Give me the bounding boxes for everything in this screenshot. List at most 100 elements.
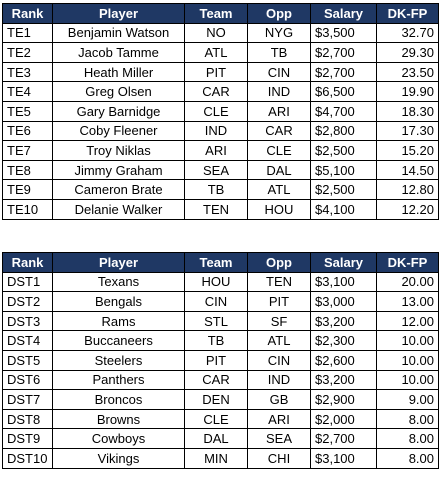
opp-cell: CHI xyxy=(247,447,311,469)
header-player: Player xyxy=(52,3,185,24)
header-rank: Rank xyxy=(2,3,53,24)
table-row: TE7 Troy Niklas ARI CLE $2,500 15.20 xyxy=(2,140,439,161)
team-cell: ATL xyxy=(184,42,248,63)
player-cell: Panthers xyxy=(52,369,185,391)
team-cell: DAL xyxy=(184,428,248,449)
table-row: TE6 Coby Fleener IND CAR $2,800 17.30 xyxy=(2,120,439,142)
table-row: TE4 Greg Olsen CAR IND $6,500 19.90 xyxy=(2,81,439,102)
player-cell: Benjamin Watson xyxy=(52,22,185,44)
opp-cell: ATL xyxy=(247,330,311,351)
header-rank: Rank xyxy=(2,252,53,273)
player-cell: Buccaneers xyxy=(52,330,185,351)
player-cell: Delanie Walker xyxy=(52,198,185,220)
rank-cell: TE3 xyxy=(2,61,53,83)
player-cell: Rams xyxy=(52,310,185,332)
team-cell: IND xyxy=(184,120,248,142)
table-row: DST3 Rams STL SF $3,200 12.00 xyxy=(2,310,439,332)
rank-cell: TE7 xyxy=(2,140,53,161)
salary-cell: $3,100 xyxy=(310,447,377,469)
salary-cell: $5,100 xyxy=(310,159,377,181)
opp-cell: NYG xyxy=(247,22,311,44)
team-cell: TEN xyxy=(184,198,248,220)
opp-cell: SEA xyxy=(247,428,311,449)
header-player: Player xyxy=(52,252,185,273)
team-cell: PIT xyxy=(184,349,248,371)
dk-fp-cell: 29.30 xyxy=(376,42,439,63)
rank-cell: DST8 xyxy=(2,408,53,430)
player-cell: Texans xyxy=(52,271,185,293)
rank-cell: DST10 xyxy=(2,447,53,469)
header-salary: Salary xyxy=(310,252,377,273)
dk-fp-cell: 10.00 xyxy=(376,369,439,391)
opp-cell: IND xyxy=(247,369,311,391)
team-cell: CLE xyxy=(184,408,248,430)
opp-cell: PIT xyxy=(247,291,311,312)
salary-cell: $2,600 xyxy=(310,349,377,371)
team-cell: TB xyxy=(184,179,248,200)
rank-cell: DST6 xyxy=(2,369,53,391)
dk-fp-cell: 19.90 xyxy=(376,81,439,102)
rank-cell: DST9 xyxy=(2,428,53,449)
table-row: DST5 Steelers PIT CIN $2,600 10.00 xyxy=(2,349,439,371)
rank-cell: TE4 xyxy=(2,81,53,102)
dst-table-body: DST1 Texans HOU TEN $3,100 20.00 DST2 Bengals CI… xyxy=(2,271,439,469)
player-cell: Gary Barnidge xyxy=(52,100,185,122)
dk-fp-cell: 23.50 xyxy=(376,61,439,83)
salary-cell: $2,700 xyxy=(310,61,377,83)
table-row: TE9 Cameron Brate TB ATL $2,500 12.80 xyxy=(2,179,439,200)
header-team: Team xyxy=(184,3,248,24)
table-row: DST9 Cowboys DAL SEA $2,700 8.00 xyxy=(2,428,439,449)
opp-cell: GB xyxy=(247,389,311,410)
header-salary: Salary xyxy=(310,3,377,24)
player-cell: Cameron Brate xyxy=(52,179,185,200)
dk-fp-cell: 8.00 xyxy=(376,428,439,449)
player-cell: Troy Niklas xyxy=(52,140,185,161)
table-row: DST1 Texans HOU TEN $3,100 20.00 xyxy=(2,271,439,293)
dk-fp-cell: 12.20 xyxy=(376,198,439,220)
dst-rankings-table: Rank Player Team Opp Salary DK-FP DST1 Te… xyxy=(2,252,439,469)
team-cell: HOU xyxy=(184,271,248,293)
rank-cell: DST2 xyxy=(2,291,53,312)
team-cell: STL xyxy=(184,310,248,332)
player-cell: Bengals xyxy=(52,291,185,312)
salary-cell: $3,200 xyxy=(310,369,377,391)
dk-fp-cell: 10.00 xyxy=(376,330,439,351)
team-cell: CIN xyxy=(184,291,248,312)
header-dk-fp: DK-FP xyxy=(376,252,439,273)
dk-fp-cell: 14.50 xyxy=(376,159,439,181)
player-cell: Cowboys xyxy=(52,428,185,449)
team-cell: CAR xyxy=(184,369,248,391)
opp-cell: SF xyxy=(247,310,311,332)
rank-cell: TE10 xyxy=(2,198,53,220)
opp-cell: TB xyxy=(247,42,311,63)
salary-cell: $2,700 xyxy=(310,428,377,449)
dst-header-row: Rank Player Team Opp Salary DK-FP xyxy=(2,252,439,273)
dk-fp-cell: 12.80 xyxy=(376,179,439,200)
salary-cell: $3,000 xyxy=(310,291,377,312)
player-cell: Broncos xyxy=(52,389,185,410)
salary-cell: $3,100 xyxy=(310,271,377,293)
table-row: TE5 Gary Barnidge CLE ARI $4,700 18.30 xyxy=(2,100,439,122)
player-cell: Jimmy Graham xyxy=(52,159,185,181)
dk-fp-cell: 8.00 xyxy=(376,447,439,469)
rank-cell: DST4 xyxy=(2,330,53,351)
salary-cell: $2,700 xyxy=(310,42,377,63)
team-cell: TB xyxy=(184,330,248,351)
opp-cell: IND xyxy=(247,81,311,102)
opp-cell: CAR xyxy=(247,120,311,142)
salary-cell: $2,500 xyxy=(310,179,377,200)
dk-fp-cell: 9.00 xyxy=(376,389,439,410)
player-cell: Coby Fleener xyxy=(52,120,185,142)
te-table-body: TE1 Benjamin Watson NO NYG $3,500 32.70 TE2 Jac… xyxy=(2,22,439,220)
dk-fp-cell: 12.00 xyxy=(376,310,439,332)
rank-cell: TE1 xyxy=(2,22,53,44)
te-header-row: Rank Player Team Opp Salary DK-FP xyxy=(2,3,439,24)
team-cell: NO xyxy=(184,22,248,44)
table-row: DST8 Browns CLE ARI $2,000 8.00 xyxy=(2,408,439,430)
team-cell: ARI xyxy=(184,140,248,161)
rank-cell: DST5 xyxy=(2,349,53,371)
table-row: TE8 Jimmy Graham SEA DAL $5,100 14.50 xyxy=(2,159,439,181)
dk-fp-cell: 32.70 xyxy=(376,22,439,44)
rank-cell: TE6 xyxy=(2,120,53,142)
rank-cell: TE8 xyxy=(2,159,53,181)
